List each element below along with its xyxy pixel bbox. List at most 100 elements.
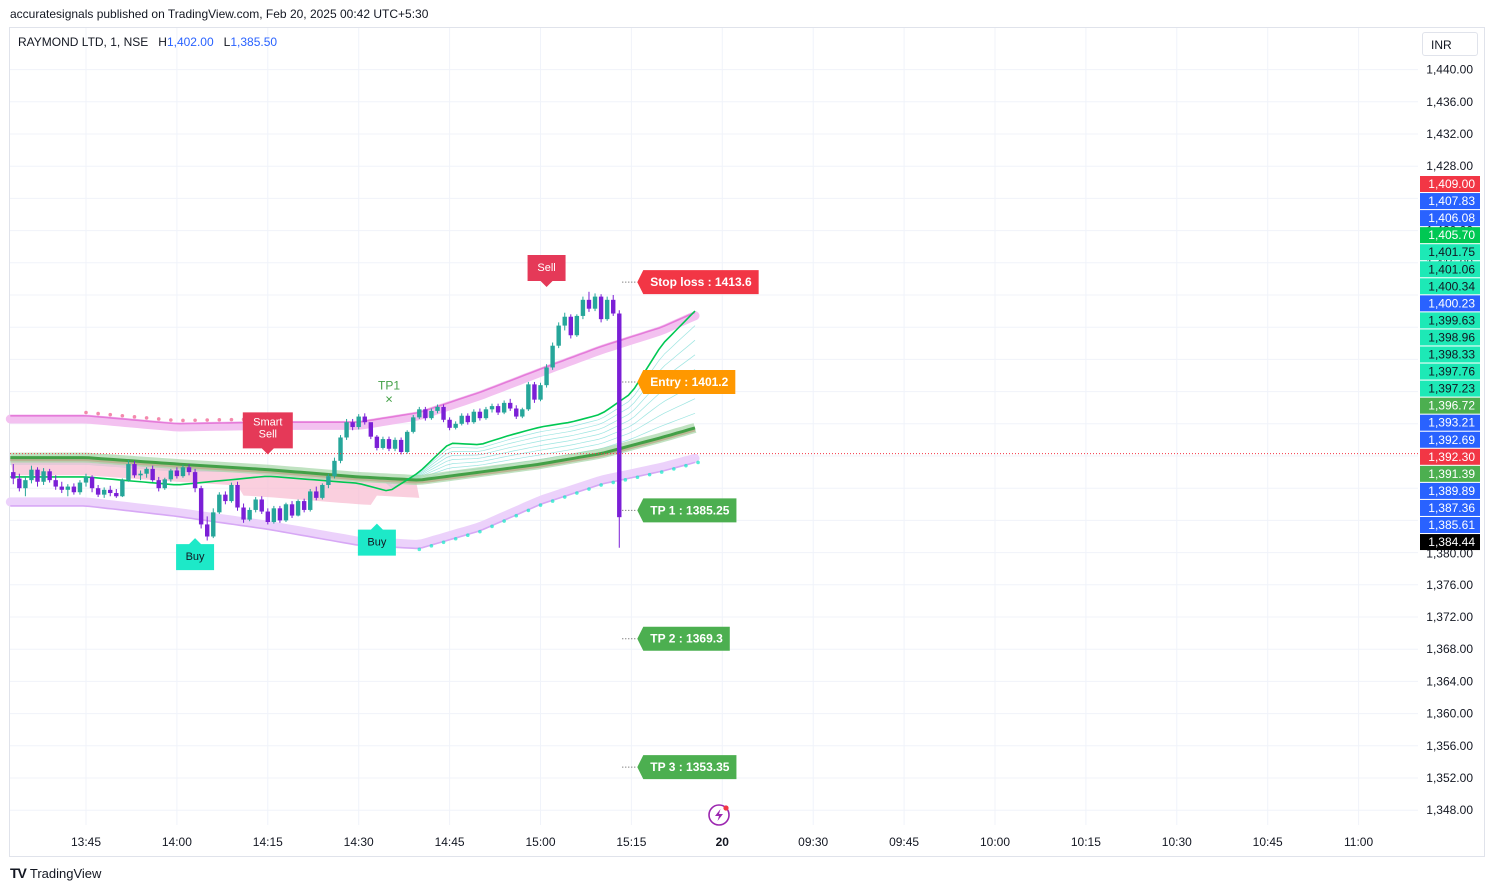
candle-body [283,504,289,521]
lower-dot [611,480,616,485]
time-tick-label: 09:45 [889,835,919,849]
candle [404,430,410,454]
buy-marker: Buy [176,538,215,571]
candle [586,291,592,312]
price-tick-label: 1,436.00 [1426,95,1473,109]
candle [205,516,210,541]
marker-label: Buy [186,551,205,563]
candle-body [556,325,561,346]
candle-body [483,409,489,419]
candle-body [205,524,210,537]
candle [423,406,428,421]
candle-body [465,415,470,423]
candle [83,473,89,487]
level-tag: TP 1 : 1385.25 [622,498,737,523]
candle [126,460,131,482]
candle [71,483,77,495]
price-tick-label: 1,348.00 [1426,803,1473,817]
candle [47,468,52,483]
sell-marker-shape [242,412,293,455]
candle-body [386,439,392,449]
candle [477,408,483,421]
candle [283,502,289,523]
level-box [637,498,737,523]
candle [471,409,477,424]
candle-body [17,478,22,489]
upper-dot [217,418,222,422]
candle-body [180,467,186,477]
candle-body [411,417,416,432]
candle-body [265,511,270,523]
price-badge-label: 1,385.61 [1428,518,1475,532]
price-badge: 1,396.72 [1420,397,1480,414]
candle-body [95,488,101,495]
lower-band-line [10,461,696,550]
price-tick-label: 1,368.00 [1426,642,1473,656]
time-tick-label: 15:15 [616,835,646,849]
candle [604,296,610,321]
price-badge: 1,391.39 [1420,465,1480,482]
candle-body [253,499,258,510]
price-badge: 1,399.63 [1420,312,1480,329]
candle-body [508,402,513,409]
candle [150,465,155,482]
lightning-icon[interactable] [708,804,730,826]
candle [320,483,325,500]
price-badge-label: 1,400.23 [1428,296,1475,310]
price-badge: 1,398.33 [1420,346,1480,363]
low-label: L [223,35,231,49]
price-badge-bg [1420,261,1480,278]
candle-body [544,367,549,386]
candle [247,507,252,522]
price-badge-label: 1,401.06 [1428,262,1475,276]
currency-button[interactable]: INR [1422,32,1478,56]
price-badge: 1,389.89 [1420,482,1480,499]
candle [314,486,319,501]
candle-body [532,384,537,400]
candle-body [453,423,458,428]
candle-body [568,316,573,336]
candle [574,314,580,337]
candle [417,406,422,419]
candle-body [271,508,277,523]
symbol-legend[interactable]: RAYMOND LTD, 1, NSE H1,402.00 L1,385.50 [18,35,277,49]
candle [41,468,46,485]
candle [326,473,331,489]
candle-body [11,472,16,479]
price-tick-label: 1,356.00 [1426,739,1473,753]
candle [508,398,513,411]
candle-body [441,406,446,420]
price-badge-label: 1,397.76 [1428,365,1475,379]
price-tick-label: 1,352.00 [1426,771,1473,785]
marker-label: Buy [367,537,386,549]
price-badge: 1,393.21 [1420,414,1480,431]
level-box [637,369,736,394]
candle-body [320,484,325,498]
price-badge-bg [1420,534,1480,551]
price-badge-label: 1,400.34 [1428,279,1475,293]
candle [526,381,531,411]
candle [617,310,622,548]
candle-body [368,422,374,437]
candle-body [398,439,404,452]
candle-body [65,486,71,490]
level-label: TP 1 : 1385.25 [650,503,729,517]
candle [53,475,58,490]
candle [538,382,543,402]
candle [514,405,519,419]
candle [544,364,549,388]
price-badge: 1,401.06 [1420,261,1480,278]
price-badges: 1,409.00 1,407.83 1,406.08 1,405.70 1,401.75… [1420,176,1480,551]
upper-dot [169,418,173,422]
candle-body [447,419,452,428]
upper-dot [205,418,209,422]
tradingview-logo[interactable]: TV TradingView [10,865,101,881]
lower-dot [647,472,652,477]
time-tick-label: 14:15 [253,835,283,849]
chart-frame[interactable] [9,27,1485,857]
tp-marker-cross: × [385,391,393,406]
candle-body [229,484,234,502]
candle [556,322,561,349]
candle [301,498,307,513]
